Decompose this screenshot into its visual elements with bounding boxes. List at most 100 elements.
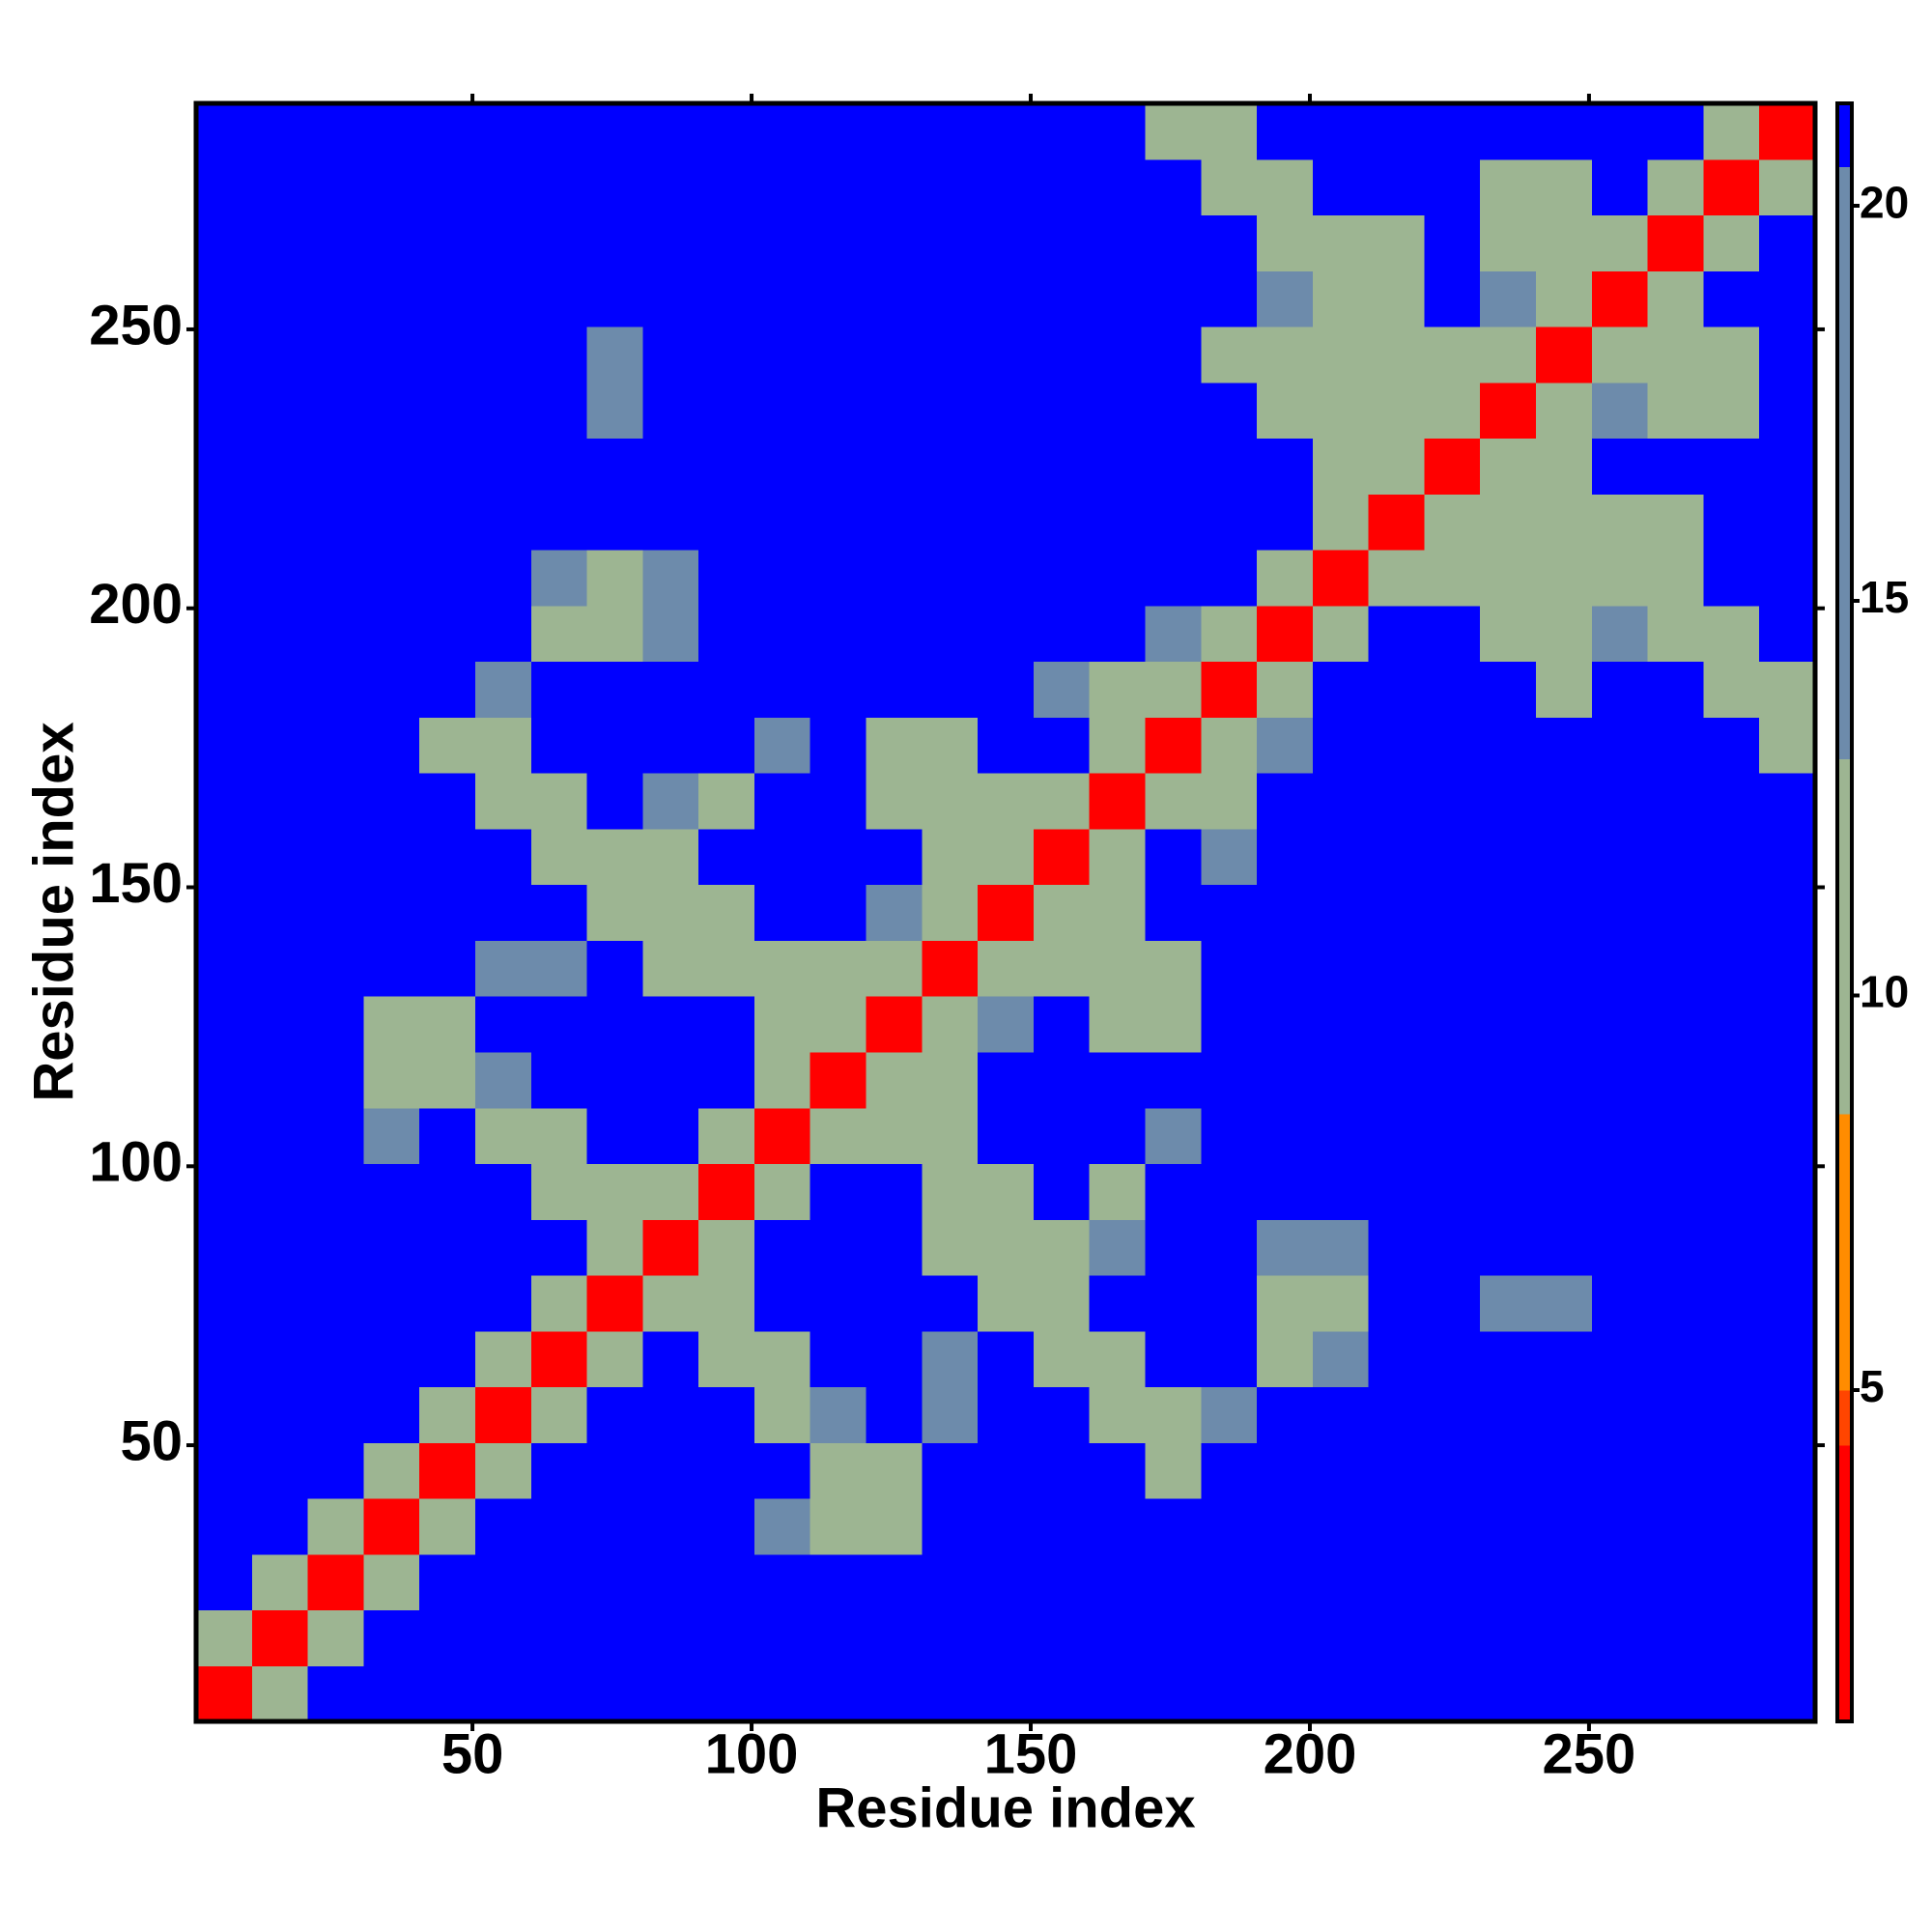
heatmap-cell [866,494,923,551]
heatmap-cell [978,605,1035,663]
heatmap-cell [1257,1107,1314,1165]
heatmap-cell [196,382,253,440]
heatmap-cell [196,1330,253,1388]
heatmap-cell [307,1609,364,1666]
heatmap-cell [251,1442,309,1499]
heatmap-cell [307,1219,364,1276]
heatmap-cell [474,1219,532,1276]
y-tick-label: 200 [89,573,183,636]
heatmap-cell [1257,1442,1314,1499]
heatmap-cell [586,828,643,886]
heatmap-cell [642,884,699,941]
heatmap-cell [307,773,364,830]
heatmap-cell [251,717,309,774]
colorbar-frame [1835,101,1854,1723]
heatmap-cell [363,214,420,271]
heatmap-cell [474,438,532,495]
heatmap-cell [1145,382,1202,440]
heatmap-cell [1368,1274,1426,1332]
heatmap-cell [866,828,923,886]
heatmap-cell [1201,1553,1258,1611]
heatmap-cell [1033,158,1091,216]
heatmap-cell [363,1330,420,1388]
heatmap-cell [1480,661,1537,718]
heatmap-cell [1257,1330,1314,1388]
heatmap-cell [1424,940,1481,997]
heatmap-cell [196,996,253,1053]
heatmap-cell [307,1051,364,1109]
heatmap-cell [1145,494,1202,551]
heatmap-cell [1591,1107,1649,1165]
heatmap-cell [866,1553,923,1611]
heatmap-cell [1201,1219,1258,1276]
heatmap-cell [1368,1609,1426,1666]
heatmap-cell [196,1051,253,1109]
heatmap-cell [642,661,699,718]
heatmap-cell [474,103,532,160]
heatmap-cell [1424,1051,1481,1109]
heatmap-cell [1703,382,1760,440]
heatmap-cell [810,1386,867,1443]
heatmap-cell [1145,1442,1202,1499]
heatmap-cell [1312,214,1370,271]
heatmap-cell [1201,1274,1258,1332]
heatmap-cell [419,884,476,941]
heatmap-cell [1145,940,1202,997]
heatmap-cell [1424,1219,1481,1276]
heatmap-cell [363,773,420,830]
heatmap-cell [1368,1330,1426,1388]
heatmap-cell [1312,605,1370,663]
heatmap-cell [866,1497,923,1555]
heatmap-cell [1759,884,1816,941]
heatmap-cell [1201,438,1258,495]
heatmap-cell [530,1051,588,1109]
heatmap-cell [1424,1497,1481,1555]
heatmap-cell [1759,494,1816,551]
heatmap-cell [1145,550,1202,607]
heatmap-cell [419,1330,476,1388]
heatmap-cell [1089,438,1147,495]
heatmap-cell [1424,1386,1481,1443]
heatmap-cell [1424,1274,1481,1332]
heatmap-cell [1089,214,1147,271]
heatmap-cell [1368,773,1426,830]
heatmap-cell [810,661,867,718]
heatmap-cell [196,1386,253,1443]
heatmap-cell [1759,438,1816,495]
heatmap-cell [810,773,867,830]
heatmap-cell [866,1219,923,1276]
heatmap-cell [753,1051,811,1109]
heatmap-cell [1257,828,1314,886]
heatmap-cell [1201,550,1258,607]
heatmap-cell [1201,1163,1258,1220]
heatmap-cell [307,1553,364,1611]
heatmap-cell [642,1163,699,1220]
heatmap-cell [1312,1497,1370,1555]
heatmap-cell [922,438,979,495]
heatmap-cell [1312,1107,1370,1165]
heatmap-cell [810,940,867,997]
heatmap-cell [1201,605,1258,663]
heatmap-cell [1759,1553,1816,1611]
heatmap-cell [307,214,364,271]
heatmap-cell [642,1107,699,1165]
heatmap-cell [474,1665,532,1722]
heatmap-cell [810,1442,867,1499]
heatmap-cell [1647,996,1705,1053]
heatmap-cell [922,158,979,216]
heatmap-cell [753,1665,811,1722]
heatmap-cell [1201,214,1258,271]
heatmap-cell [1257,158,1314,216]
heatmap-cell [1312,773,1370,830]
heatmap-cell [1591,605,1649,663]
heatmap-cell [810,270,867,327]
heatmap-cell [363,1609,420,1666]
heatmap-cell [1257,1497,1314,1555]
heatmap-cell [1759,773,1816,830]
heatmap-cell [1257,1274,1314,1332]
heatmap-cell [1312,1553,1370,1611]
heatmap-cell [586,773,643,830]
heatmap-cell [1536,494,1593,551]
heatmap-cell [698,158,755,216]
